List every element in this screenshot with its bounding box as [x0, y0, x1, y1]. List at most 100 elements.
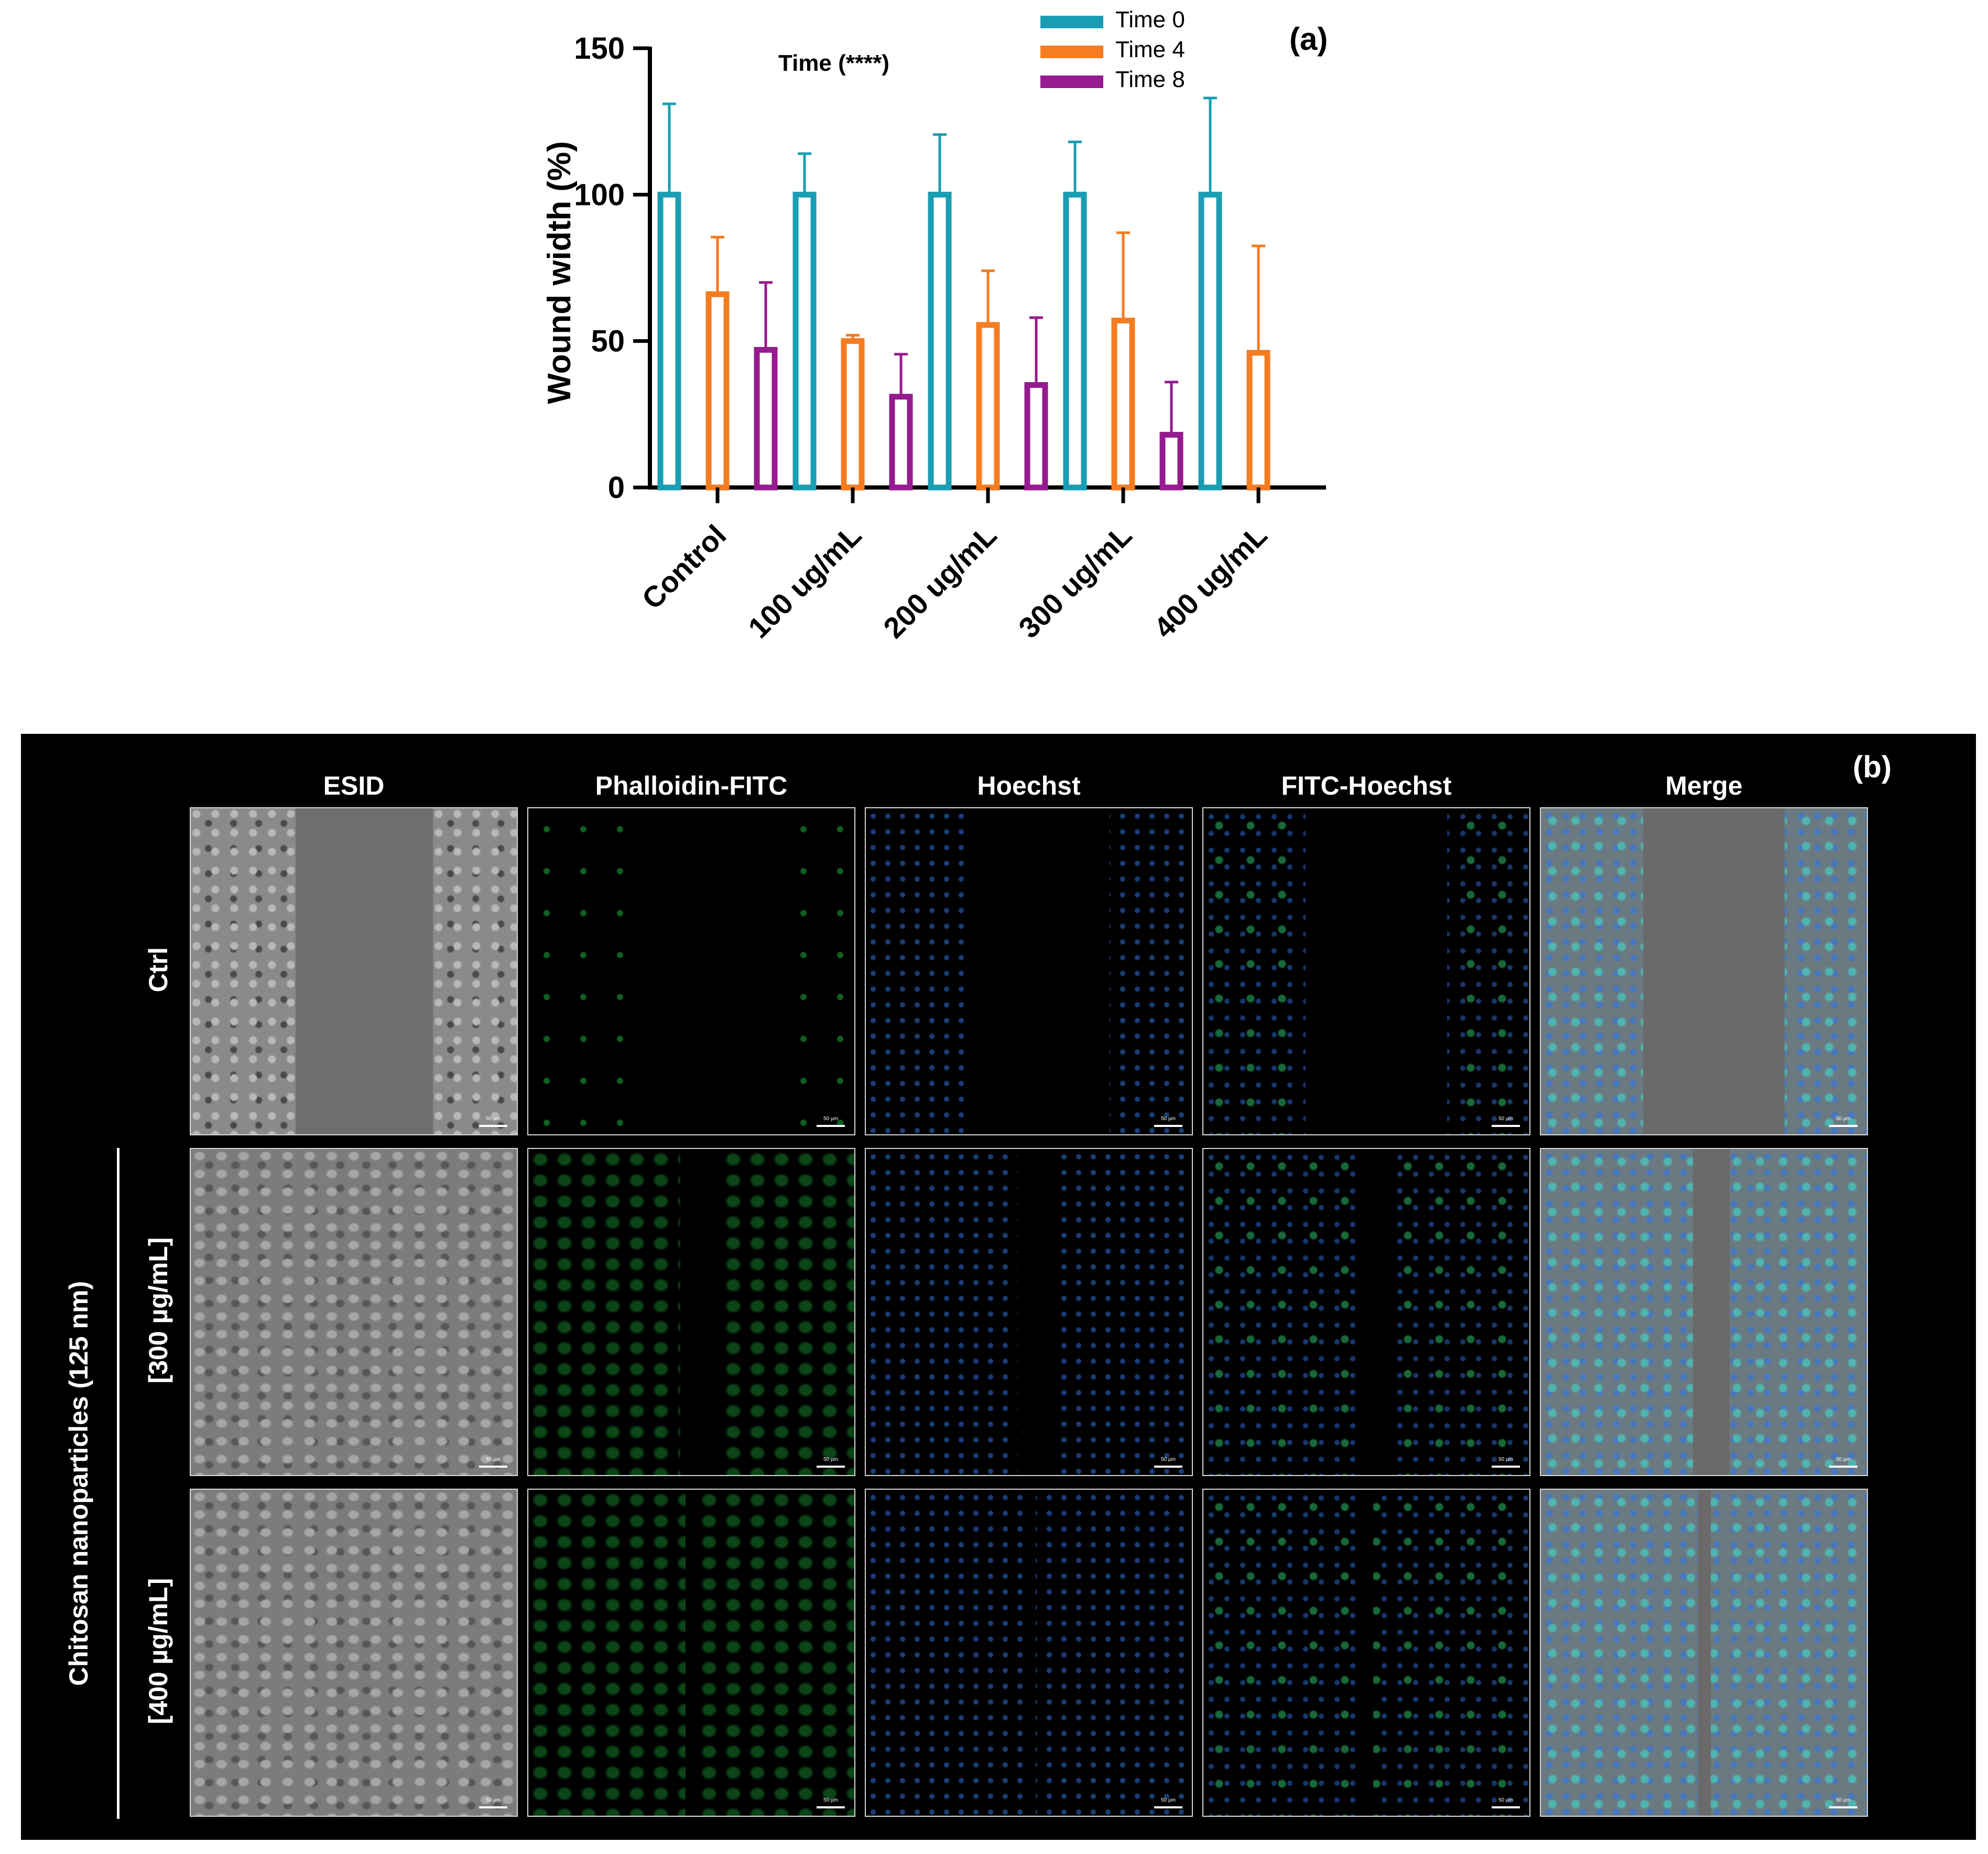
scale-bar: 50 µm	[1829, 1798, 1857, 1808]
scale-bar: 50 µm	[1154, 1116, 1182, 1127]
scale-bar: 50 µm	[1492, 1116, 1520, 1127]
bar	[1159, 431, 1183, 491]
scale-bar-label: 50 µm	[486, 1116, 501, 1122]
scale-bar-label: 50 µm	[823, 1116, 838, 1122]
micrograph-400-esid: 50 µm	[190, 1489, 518, 1817]
scale-bar: 50 µm	[479, 1457, 507, 1468]
micrograph-400-phalloidin-fitc: 50 µm	[527, 1489, 855, 1817]
legend-label: Time 0	[1115, 7, 1185, 32]
x-tick-label: 200 ug/mL	[877, 518, 1003, 644]
scale-bar-line	[1492, 1466, 1520, 1468]
chart-bars	[657, 96, 1270, 491]
legend-swatch	[1040, 75, 1103, 88]
bar	[1198, 191, 1222, 491]
micrograph-300-hoechst: 50 µm	[865, 1148, 1193, 1476]
scale-bar-label: 50 µm	[486, 1797, 501, 1803]
wound-gap	[631, 808, 772, 1134]
wound-gap	[1643, 808, 1785, 1134]
scale-bar: 50 µm	[479, 1116, 507, 1127]
scale-bar-line	[1829, 1806, 1857, 1808]
micrograph-300-phalloidin-fitc: 50 µm	[527, 1148, 855, 1476]
scale-bar: 50 µm	[817, 1116, 845, 1127]
scale-bar-line	[479, 1466, 507, 1468]
scale-bar-label: 50 µm	[1836, 1457, 1851, 1462]
wound-width-bar-chart: 0 50 100 150 Control 100 ug/mL 200 ug/mL 300 ug…	[541, 7, 1328, 644]
panel-b-label: (b)	[1853, 750, 1892, 784]
micrograph-ctrl-phalloidin-fitc: 50 µm	[527, 807, 855, 1135]
x-tick-label: Control	[635, 518, 732, 615]
chart-axes	[648, 47, 1326, 490]
wound-gap	[1306, 808, 1447, 1134]
scale-bar-label: 50 µm	[486, 1457, 501, 1462]
column-header-merge: Merge	[1665, 771, 1743, 800]
scale-bar-line	[1154, 1125, 1182, 1127]
scale-bar-label: 50 µm	[823, 1457, 838, 1462]
legend-label: Time 8	[1115, 67, 1185, 92]
bar	[754, 346, 778, 491]
micrograph-300-esid: 50 µm	[190, 1148, 518, 1476]
y-axis-label: Wound width (%)	[541, 141, 578, 404]
scale-bar-label: 50 µm	[1161, 1457, 1176, 1462]
wound-gap	[1693, 1149, 1730, 1475]
micrograph-300-merge: 50 µm	[1540, 1148, 1868, 1476]
bar	[841, 338, 865, 491]
scale-bar-line	[817, 1466, 845, 1468]
scale-bar-line	[479, 1806, 507, 1808]
y-tick-label: 0	[608, 471, 625, 505]
scale-bar-line	[1492, 1806, 1520, 1808]
wound-gap	[1698, 1490, 1711, 1816]
y-tick-label: 50	[591, 324, 625, 359]
scale-bar-label: 50 µm	[823, 1797, 838, 1803]
scale-bar: 50 µm	[1492, 1798, 1520, 1808]
bar	[1024, 382, 1048, 491]
group-label-chitosan: Chitosan nanoparticles (125 nm)	[64, 1281, 93, 1686]
y-tick-label: 100	[574, 178, 625, 212]
bar	[889, 394, 913, 491]
column-header-hoechst: Hoechst	[977, 771, 1081, 800]
scale-bar: 50 µm	[817, 1457, 845, 1468]
row-label-400: [400 µg/mL]	[144, 1578, 173, 1725]
scale-bar-line	[1154, 1466, 1182, 1468]
scale-bar-line	[817, 1806, 845, 1808]
bar	[976, 322, 1000, 491]
wound-gap	[1361, 1490, 1373, 1816]
significance-annotation: Time (****)	[778, 50, 889, 76]
micrograph-ctrl-esid: 50 µm	[190, 807, 518, 1135]
bar	[657, 191, 681, 491]
scale-bar-line	[1492, 1125, 1520, 1127]
panel-a-label: (a)	[1289, 21, 1328, 57]
bar	[705, 291, 730, 491]
scale-bar: 50 µm	[479, 1798, 507, 1808]
scale-bar-line	[1154, 1806, 1182, 1808]
scale-bar-line	[1829, 1125, 1857, 1127]
column-header-esid: ESID	[323, 771, 385, 800]
bar	[792, 191, 817, 491]
wound-gap	[1018, 1149, 1055, 1475]
chart-legend: Time 0 Time 4 Time 8	[1040, 7, 1185, 92]
scale-bar: 50 µm	[1154, 1798, 1182, 1808]
bar	[1111, 318, 1135, 491]
scale-bar-label: 50 µm	[1498, 1116, 1513, 1122]
micrograph-400-merge: 50 µm	[1540, 1489, 1868, 1817]
row-label-300: [300 µg/mL]	[144, 1237, 173, 1384]
row-label-ctrl: Ctrl	[144, 947, 173, 993]
micrograph-ctrl-hoechst: 50 µm	[865, 807, 1193, 1135]
scale-bar: 50 µm	[1829, 1457, 1857, 1468]
scale-bar: 50 µm	[1829, 1116, 1857, 1127]
scale-bar-label: 50 µm	[1498, 1457, 1513, 1462]
scale-bar-label: 50 µm	[1161, 1116, 1176, 1122]
scale-bar-line	[479, 1125, 507, 1127]
scale-bar-line	[817, 1125, 845, 1127]
legend-label: Time 4	[1115, 37, 1185, 62]
bar	[1063, 191, 1087, 491]
scale-bar: 50 µm	[817, 1798, 845, 1808]
bar	[928, 191, 952, 491]
scale-bar: 50 µm	[1492, 1457, 1520, 1468]
micrograph-400-hoechst: 50 µm	[865, 1489, 1193, 1817]
cell-layer-right	[433, 808, 517, 1134]
micrograph-400-fitc-hoechst: 50 µm	[1202, 1489, 1530, 1817]
group-bracket-line	[117, 1148, 120, 1819]
micrograph-ctrl-fitc-hoechst: 50 µm	[1202, 807, 1530, 1135]
legend-swatch	[1040, 46, 1103, 58]
